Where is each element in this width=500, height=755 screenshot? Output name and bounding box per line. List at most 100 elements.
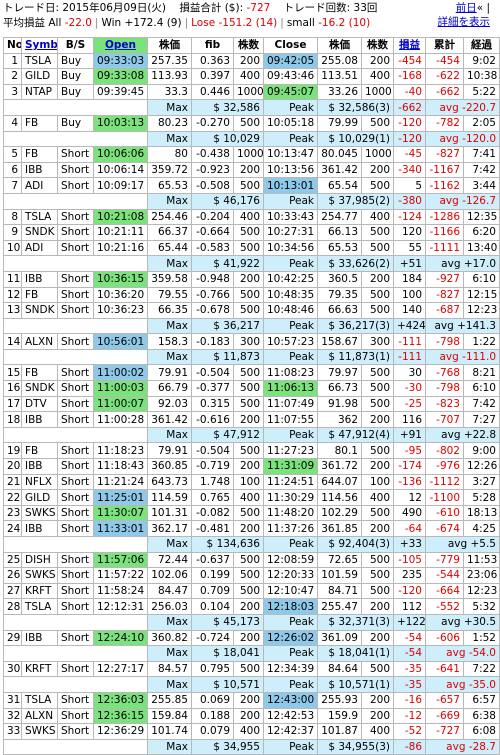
max-label: Max (147, 99, 192, 116)
peak-value: $ 32,371(3) (317, 613, 394, 631)
header-line-2: 平均損益 All -22.0 | Win +172.4 (9) | Lose -151.… (3, 17, 371, 29)
peak-label: Peak (263, 645, 318, 662)
buy-sell-cell: Short (57, 286, 94, 304)
group-average: avg +141.3 (425, 317, 500, 335)
max-value: $ 11,873 (191, 348, 264, 366)
close-time-cell: 10:13:56 (263, 161, 318, 179)
close-shares-cell: 400 (361, 489, 394, 506)
table-row: 8 TSLA Short 10:21:08 254.46 -0.204 400 10:33:4… (3, 208, 500, 226)
open-time-cell: 11:33:01 (93, 520, 148, 537)
cumulative-cell: -927 (425, 270, 464, 288)
prev-day-link[interactable]: 前日 (455, 2, 477, 14)
close-price-cell: 158.67 (317, 333, 362, 350)
peak-label: Peak (263, 676, 318, 693)
col-open-sort[interactable]: Open (93, 37, 148, 54)
fib-cell: 0.795 (191, 660, 234, 678)
close-time-cell: 12:26:02 (263, 629, 318, 647)
close-time-cell: 10:34:56 (263, 239, 318, 257)
close-shares-cell: 200 (361, 598, 394, 615)
summary-spacer (3, 613, 148, 631)
summary-spacer (3, 676, 148, 693)
max-label: Max (147, 645, 192, 662)
max-label: Max (147, 426, 192, 444)
pnl-cell: -136 (393, 473, 426, 491)
symbol-cell: IBB (21, 270, 58, 288)
close-price-cell: 79.97 (317, 364, 362, 382)
max-value: $ 32,586 (191, 99, 264, 116)
row-number: 1 (3, 52, 22, 70)
symbol-cell: IBB (21, 520, 58, 537)
row-number: 17 (3, 395, 22, 413)
cumulative-cell: -674 (425, 520, 464, 537)
table-row: 26 SWKS Short 11:57:22 102.06 0.199 500 12:20:3… (3, 567, 500, 584)
trade-date: トレード日: 2015年06月09日(火) (3, 2, 167, 14)
table-row: 33 SWKS Short 12:36:29 101.74 0.079 400 12:42:3… (3, 723, 500, 740)
elapsed-cell: 2:05 (463, 114, 500, 132)
open-price-cell: 101.74 (147, 723, 192, 740)
table-row: 10 ADI Short 10:21:16 65.44 -0.583 500 10:34:56… (3, 239, 500, 257)
fib-cell: 0.188 (191, 707, 234, 725)
col-pnl-sort[interactable]: 損益 (393, 37, 426, 54)
buy-sell-cell: Short (57, 629, 94, 647)
elapsed-cell: 1:22 (463, 333, 500, 350)
buy-sell-cell: Short (57, 598, 94, 615)
cumulative-cell: -454 (425, 52, 464, 70)
pnl-cell: 55 (393, 239, 426, 257)
win-label: Win (101, 17, 122, 29)
cumulative-cell: -823 (425, 395, 464, 413)
close-price-cell: 33.26 (317, 83, 362, 101)
buy-sell-cell: Short (57, 380, 94, 397)
small-label: small (286, 17, 315, 29)
show-detail-link[interactable]: 詳細を表示 (437, 16, 491, 28)
cumulative-cell: -662 (425, 83, 464, 101)
close-price-cell: 114.56 (317, 489, 362, 506)
table-row: 18 IBB Short 11:00:28 361.42 -0.616 200 11:07:5… (3, 411, 500, 428)
close-time-cell: 11:07:55 (263, 411, 318, 428)
symbol-cell: GILD (21, 489, 58, 506)
close-shares-cell: 200 (361, 629, 394, 647)
close-price-cell: 101.59 (317, 567, 362, 584)
open-price-cell: 79.91 (147, 364, 192, 382)
close-shares-cell: 1000 (361, 83, 394, 101)
close-shares-cell: 500 (361, 302, 394, 319)
buy-sell-cell: Short (57, 146, 94, 163)
row-number: 11 (3, 270, 22, 288)
symbol-cell: NTAP (21, 83, 58, 101)
summary-spacer (3, 130, 148, 148)
close-shares-cell: 500 (361, 567, 394, 584)
table-row: 28 TSLA Short 12:12:31 256.03 0.104 200 12:18:0… (3, 598, 500, 615)
trades-body: 1 TSLA Buy 09:33:03 257.35 0.363 200 09:42:05 25… (3, 52, 500, 755)
symbol-cell: KRFT (21, 582, 58, 600)
buy-sell-cell: Short (57, 302, 94, 319)
cumulative-cell: -798 (425, 380, 464, 397)
table-row: 11 IBB Short 10:36:15 359.58 -0.948 200 10:42:2… (3, 270, 500, 288)
symbol-cell: ADI (21, 177, 58, 194)
fib-cell: -0.082 (191, 504, 234, 522)
close-time-cell: 09:43:46 (263, 68, 318, 85)
open-shares-cell: 500 (233, 395, 264, 413)
close-price-cell: 91.98 (317, 395, 362, 413)
close-time-cell: 10:57:23 (263, 333, 318, 350)
elapsed-cell: 10:38 (463, 68, 500, 85)
col-elapsed: 経過 (463, 37, 500, 54)
open-shares-cell: 400 (233, 208, 264, 226)
table-row: 31 TSLA Short 12:36:03 255.85 0.069 200 12:43:0… (3, 691, 500, 709)
close-shares-cell: 300 (361, 333, 394, 350)
open-shares-cell: 1000 (233, 146, 264, 163)
elapsed-cell: 8:21 (463, 364, 500, 382)
group-pnl: -86 (393, 738, 426, 755)
symbol-cell: ALXN (21, 333, 58, 350)
open-price-cell: 361.42 (147, 411, 192, 428)
elapsed-cell: 13:40 (463, 239, 500, 257)
pnl-cell: -52 (393, 723, 426, 740)
col-symbol-sort[interactable]: Symbol (21, 37, 58, 54)
close-price-cell: 101.87 (317, 723, 362, 740)
elapsed-cell: 6:57 (463, 691, 500, 709)
table-row: 23 SWKS Short 11:30:07 101.31 -0.082 500 11:48:… (3, 504, 500, 522)
buy-sell-cell: Short (57, 208, 94, 226)
open-price-cell: 79.91 (147, 442, 192, 460)
group-summary-row: Max $ 10,029 Peak $ 10,029(1) -120 avg -120.0 (3, 130, 500, 148)
col-close-shares: 株数 (361, 37, 394, 54)
group-pnl: +91 (393, 426, 426, 444)
open-time-cell: 12:36:29 (93, 723, 148, 740)
